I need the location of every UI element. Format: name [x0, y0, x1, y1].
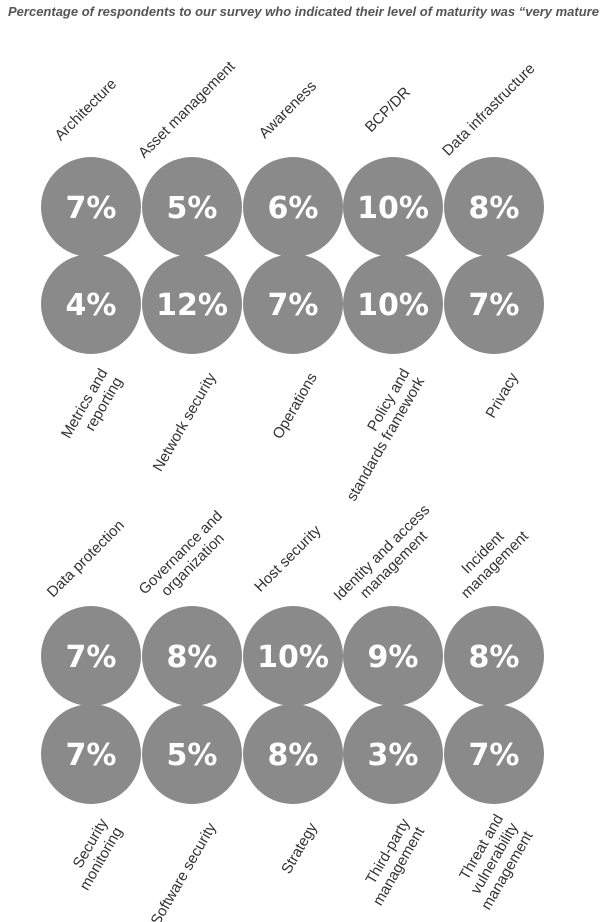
value-circle — [41, 704, 141, 804]
category-label-line: Privacy — [482, 370, 522, 422]
value-label: 8% — [167, 640, 218, 675]
category-label: Data infrastructure — [439, 60, 538, 159]
value-label: 10% — [257, 640, 329, 675]
category-label: Awareness — [256, 78, 320, 142]
value-label: 7% — [469, 738, 520, 773]
category-label-line: Data protection — [44, 517, 128, 601]
value-label: 4% — [66, 288, 117, 323]
category-label: Operations — [269, 370, 320, 442]
value-circle — [243, 254, 343, 354]
category-label-line: Network security — [150, 370, 220, 475]
value-label: 7% — [66, 191, 117, 226]
category-label-line: Host security — [251, 522, 325, 596]
category-label: Software security — [148, 820, 220, 922]
category-label-line: Data infrastructure — [439, 60, 538, 159]
value-label: 6% — [268, 191, 319, 226]
value-circle — [444, 704, 544, 804]
value-circle — [142, 254, 242, 354]
value-label: 12% — [156, 288, 228, 323]
value-circle — [142, 606, 242, 706]
category-label: Data protection — [44, 517, 128, 601]
value-circle — [243, 704, 343, 804]
value-circle — [41, 157, 141, 257]
value-circle — [243, 606, 343, 706]
value-circle — [444, 254, 544, 354]
category-label-line: Awareness — [256, 78, 320, 142]
value-label: 7% — [66, 640, 117, 675]
value-label: 5% — [167, 738, 218, 773]
category-label-line: Architecture — [52, 76, 121, 145]
category-label-line: Asset management — [135, 58, 239, 162]
value-label: 8% — [469, 191, 520, 226]
value-label: 7% — [469, 288, 520, 323]
value-label: 8% — [469, 640, 520, 675]
category-label: Asset management — [135, 58, 239, 162]
value-label: 7% — [268, 288, 319, 323]
value-circle — [444, 157, 544, 257]
value-circle — [41, 254, 141, 354]
value-circle — [343, 704, 443, 804]
value-circle — [343, 606, 443, 706]
value-circle — [243, 157, 343, 257]
value-label: 3% — [368, 738, 419, 773]
category-label-line: Software security — [148, 820, 220, 922]
category-label-line: BCP/DR — [362, 84, 414, 136]
value-label: 8% — [268, 738, 319, 773]
value-circle — [142, 157, 242, 257]
category-label-line: Operations — [269, 370, 320, 442]
value-circle — [343, 254, 443, 354]
category-label: Privacy — [482, 370, 522, 422]
value-label: 9% — [368, 640, 419, 675]
category-label: Strategy — [278, 820, 321, 877]
value-circle — [343, 157, 443, 257]
value-circle — [142, 704, 242, 804]
value-circle — [444, 606, 544, 706]
value-label: 10% — [357, 191, 429, 226]
chart-title: Percentage of respondents to our survey … — [8, 4, 600, 19]
category-label: Architecture — [52, 76, 121, 145]
value-label: 5% — [167, 191, 218, 226]
category-label-line: Strategy — [278, 820, 321, 877]
chart-marks: 7% Architecture 5% Asset management 6% Awaren… — [41, 58, 544, 922]
category-label: Network security — [150, 370, 220, 475]
value-label: 7% — [66, 738, 117, 773]
category-label: BCP/DR — [362, 84, 414, 136]
value-circle — [41, 606, 141, 706]
category-label: Host security — [251, 522, 325, 596]
value-label: 10% — [357, 288, 429, 323]
